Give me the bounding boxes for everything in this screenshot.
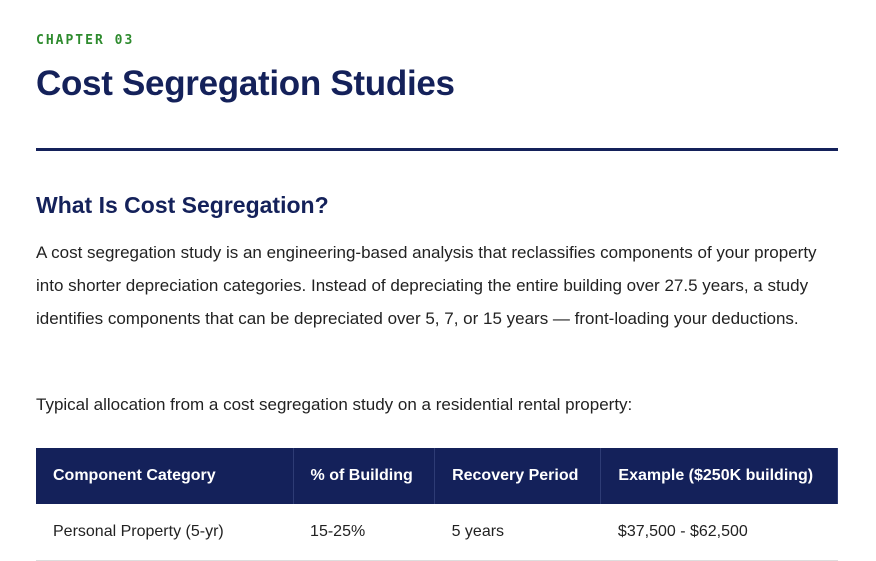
header-row: Component Category% of Building Recovery … (36, 448, 838, 504)
table-cell: Personal Property (5-yr) (36, 504, 294, 561)
column-header: Recovery Period (434, 448, 602, 504)
table-row: Personal Property (5-yr) 15-25% 5 years $37… (36, 504, 838, 561)
paragraph: Typical allocation from a cost segregati… (36, 395, 633, 414)
table-body: Personal Property (5-yr) 15-25% 5 years $37… (36, 504, 838, 561)
divider (36, 148, 838, 151)
table: Component Category% of Building Recovery … (36, 448, 838, 561)
paragraph: A cost segregation study is an engineeri… (36, 243, 817, 328)
section-heading: What Is Cost Segregation? (36, 192, 329, 218)
table-cell: $37,500 - $62,500 (600, 504, 838, 561)
table-cell: 15-25% (293, 504, 435, 561)
title: Cost Segregation Studies (36, 64, 455, 103)
column-header: Component Category (36, 448, 294, 504)
column-header: Example ($250K building) (600, 448, 838, 504)
eyebrow: CHAPTER 03 (36, 33, 135, 48)
table-cell: 5 years (434, 504, 601, 561)
column-header: % of Building (293, 448, 436, 504)
